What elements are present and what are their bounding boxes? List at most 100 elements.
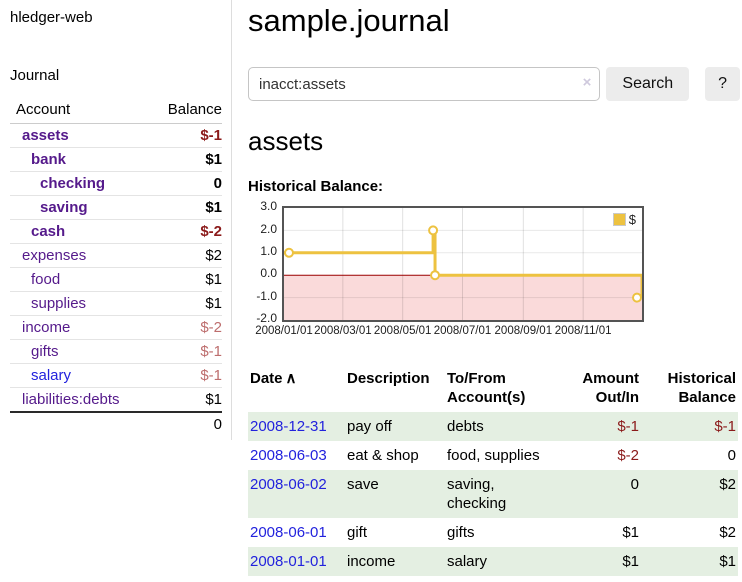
account-link[interactable]: checking: [40, 175, 106, 192]
register-cell-balance: $-1: [714, 418, 736, 436]
accounts-total-value: 0: [213, 416, 222, 433]
accounts-table-header: Account Balance: [10, 99, 222, 124]
sort-asc-icon: ∧: [285, 370, 297, 388]
account-balance: $-2: [200, 223, 222, 240]
account-link[interactable]: bank: [31, 151, 67, 168]
account-row: assets $-1: [10, 124, 222, 148]
account-balance: $-1: [200, 343, 222, 360]
transaction-date-link[interactable]: 2008-06-02: [250, 476, 327, 494]
search-button[interactable]: Search: [606, 67, 690, 102]
account-balance: $1: [205, 151, 222, 168]
register-cell-amount: 0: [630, 476, 639, 494]
data-point-marker[interactable]: [428, 225, 439, 236]
clear-search-icon[interactable]: ×: [582, 74, 592, 92]
app-title-link[interactable]: hledger-web: [10, 9, 93, 26]
x-tick-label: 2008/09/01: [494, 325, 553, 338]
account-balance: $-2: [200, 319, 222, 336]
account-link[interactable]: supplies: [31, 295, 87, 312]
search-input-wrap: ×: [248, 67, 601, 102]
account-balance: 0: [213, 175, 222, 192]
chart-legend: $: [610, 211, 638, 229]
data-point-marker[interactable]: [430, 270, 441, 281]
account-heading: assets: [248, 126, 324, 157]
register-cell-accounts: gifts: [447, 524, 475, 542]
accounts-total-row: 0: [10, 411, 222, 436]
sidebar: hledger-web Journal Account Balance asse…: [0, 0, 232, 440]
account-row: food $1: [10, 268, 222, 292]
data-point-marker[interactable]: [632, 292, 642, 303]
transaction-date-link[interactable]: 2008-12-31: [250, 418, 327, 436]
register-cell-description: pay off: [347, 418, 392, 436]
register-cell-date: 2008-06-02: [248, 470, 345, 518]
accounts-rows: assets $-1 bank $1 checking 0 saving $1 cash $-2 e…: [10, 124, 222, 412]
register-table: Date ∧ Description To/From Account(s) Amo…: [248, 369, 738, 577]
account-balance: $-1: [200, 367, 222, 384]
x-tick-label: 2008/03/01: [314, 325, 372, 338]
chart-y-axis: 3.0 2.0 1.0 0.0 -1.0 -2.0: [248, 199, 277, 326]
register-row: 2008-01-01 income salary $1 $1: [248, 547, 738, 577]
y-tick-label: 3.0: [260, 199, 277, 214]
register-cell-accounts: debts: [447, 418, 484, 436]
register-header-tofrom: To/From Account(s): [447, 370, 526, 407]
account-link[interactable]: food: [31, 271, 61, 288]
sidebar-item-journal[interactable]: Journal: [10, 67, 60, 84]
account-balance: $1: [205, 391, 222, 408]
x-tick-label: 2008/11/01: [554, 325, 612, 338]
x-tick-label: 2008/07/01: [433, 325, 492, 338]
transaction-date-link[interactable]: 2008-06-03: [250, 447, 327, 465]
y-tick-label: -2.0: [256, 311, 277, 326]
register-cell-balance: $2: [719, 476, 736, 494]
chart-svg: [284, 208, 642, 321]
account-row: expenses $2: [10, 244, 222, 268]
register-cell-description: save: [347, 476, 379, 494]
account-link[interactable]: cash: [31, 223, 66, 240]
accounts-table: Account Balance assets $-1 bank $1 checking 0…: [10, 99, 222, 436]
x-tick-label: 2008/01/01: [255, 325, 313, 338]
account-balance: $2: [205, 247, 222, 264]
search-bar: × Search ?: [248, 67, 740, 102]
transaction-date-link[interactable]: 2008-01-01: [250, 553, 327, 571]
register-cell-date: 2008-06-01: [248, 518, 345, 547]
y-tick-label: 0.0: [260, 266, 277, 281]
chart-plot-area: $: [282, 206, 644, 323]
account-link[interactable]: income: [22, 319, 71, 336]
register-row: 2008-12-31 pay off debts $-1 $-1: [248, 412, 738, 442]
register-cell-accounts: salary: [447, 553, 488, 571]
y-tick-label: -1.0: [256, 288, 277, 303]
account-link[interactable]: salary: [31, 367, 72, 384]
account-link[interactable]: gifts: [31, 343, 59, 360]
register-cell-description: eat & shop: [347, 447, 419, 465]
account-balance: $1: [205, 271, 222, 288]
search-input[interactable]: [248, 67, 601, 102]
register-cell-date: 2008-01-01: [248, 547, 345, 576]
register-cell-accounts: food, supplies: [447, 447, 540, 465]
register-header-date[interactable]: Date ∧: [250, 370, 297, 388]
account-link[interactable]: assets: [22, 127, 69, 144]
page-title: sample.journal: [248, 3, 450, 38]
help-button[interactable]: ?: [705, 67, 740, 102]
transaction-date-link[interactable]: 2008-06-01: [250, 524, 327, 542]
account-link[interactable]: liabilities:debts: [22, 391, 120, 408]
account-balance: $1: [205, 199, 222, 216]
register-row: 2008-06-03 eat & shop food, supplies $-2 0: [248, 441, 738, 470]
register-row: 2008-06-02 save saving, checking 0 $2: [248, 470, 738, 519]
account-link[interactable]: expenses: [22, 247, 87, 264]
register-cell-balance: $2: [719, 524, 736, 542]
account-link[interactable]: saving: [40, 199, 88, 216]
account-row: liabilities:debts $1: [10, 388, 222, 412]
account-balance: $-1: [200, 127, 222, 144]
register-cell-amount: $1: [622, 524, 639, 542]
data-point-marker[interactable]: [284, 247, 294, 258]
register-cell-amount: $-2: [617, 447, 639, 465]
legend-label: $: [628, 212, 636, 228]
register-cell-description: income: [347, 553, 396, 571]
account-row: gifts $-1: [10, 340, 222, 364]
account-row: supplies $1: [10, 292, 222, 316]
register-cell-description: gift: [347, 524, 368, 542]
account-column-header: Account: [16, 101, 71, 118]
register-cell-amount: $-1: [617, 418, 639, 436]
historical-balance-chart: 3.0 2.0 1.0 0.0 -1.0 -2.0 $ 2008/01/01 2008/03…: [248, 199, 740, 347]
legend-swatch-icon: [612, 213, 626, 227]
y-tick-label: 2.0: [260, 221, 277, 236]
y-tick-label: 1.0: [260, 243, 277, 258]
